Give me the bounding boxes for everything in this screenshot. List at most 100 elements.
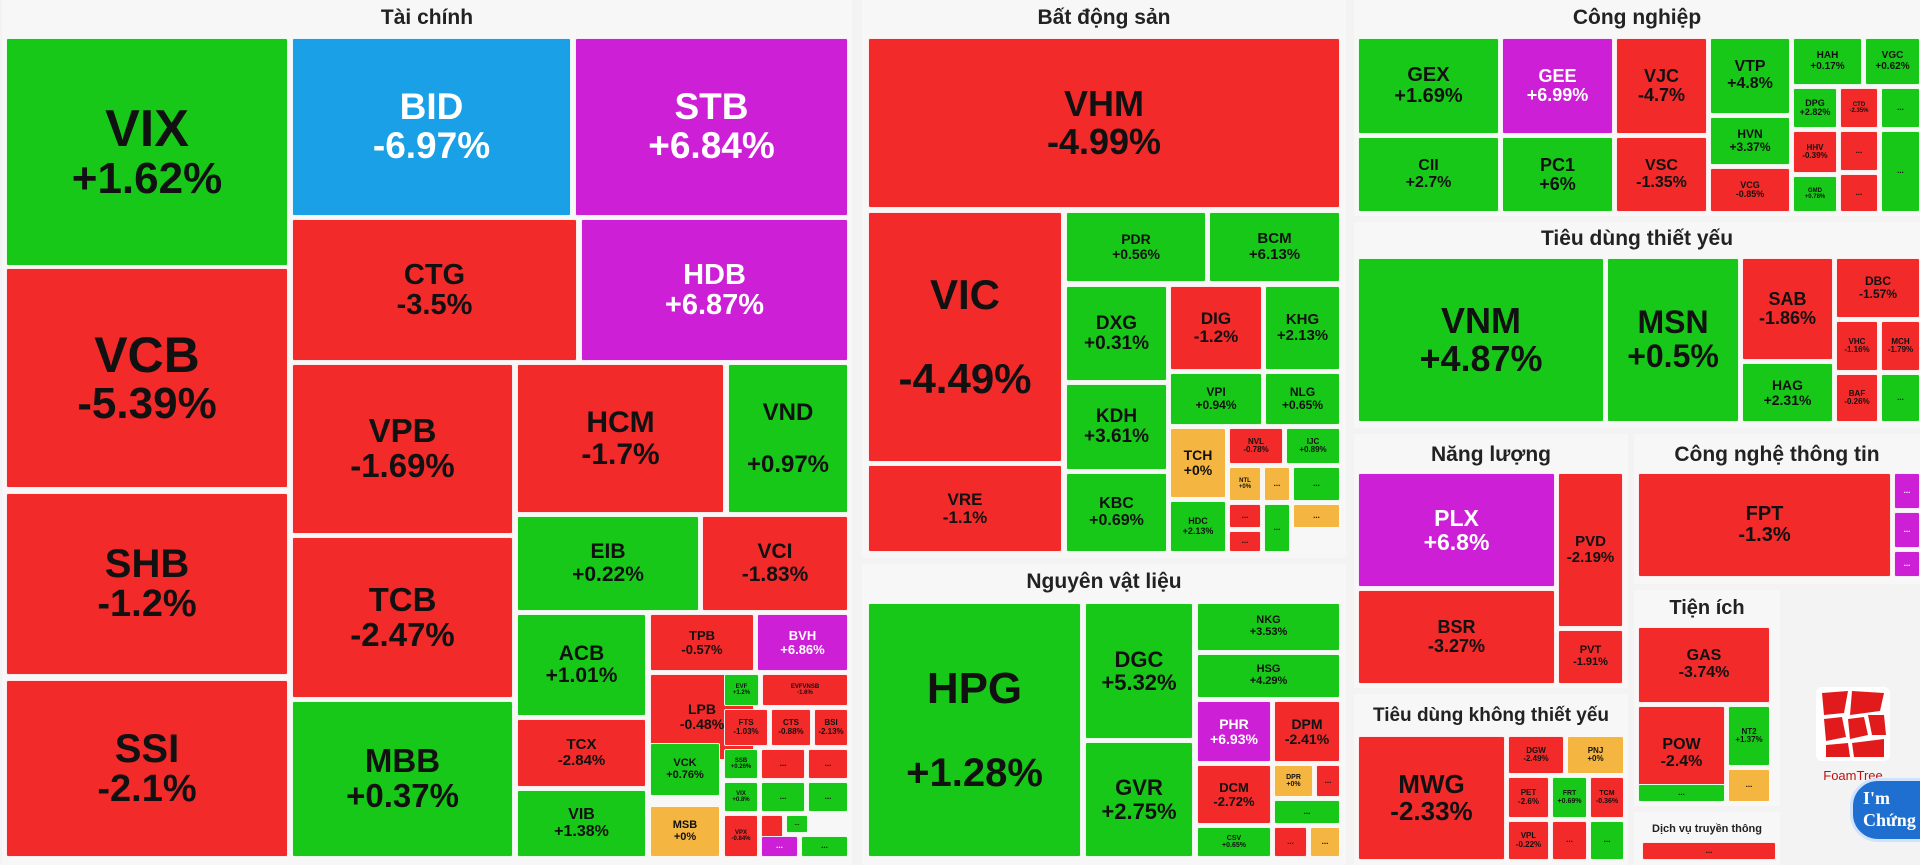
stock-tile[interactable]: PET -2.6%	[1508, 777, 1549, 818]
stock-tile[interactable]: SAB -1.86%	[1742, 258, 1833, 360]
stock-tile[interactable]: ...	[1310, 827, 1340, 857]
stock-tile[interactable]: ...	[1264, 504, 1290, 552]
stock-tile[interactable]: ...	[1840, 131, 1878, 171]
stock-tile[interactable]: CTS -0.88%	[771, 709, 811, 746]
stock-tile[interactable]: BVH +6.86%	[757, 614, 848, 671]
stock-tile[interactable]: SHB -1.2%	[6, 493, 288, 675]
stock-tile[interactable]: VCG -0.85%	[1710, 168, 1790, 212]
stock-tile[interactable]: VTP +4.8%	[1710, 38, 1790, 114]
stock-tile[interactable]: VPB -1.69%	[292, 364, 513, 534]
stock-tile[interactable]: DPG +2.82%	[1793, 88, 1837, 128]
stock-tile[interactable]: ...	[808, 782, 848, 812]
stock-tile[interactable]: BSI -2.13%	[814, 709, 848, 746]
stock-tile[interactable]: DCM -2.72%	[1197, 765, 1271, 824]
stock-tile[interactable]: GAS -3.74%	[1638, 627, 1770, 703]
stock-tile[interactable]: NT2 +1.37%	[1728, 706, 1770, 766]
stock-tile[interactable]: EVF +1.2%	[724, 674, 759, 706]
stock-tile[interactable]: EIB +0.22%	[517, 516, 699, 611]
stock-tile[interactable]: CTD -2.35%	[1840, 88, 1878, 128]
stock-tile[interactable]: VIC -4.49%	[868, 212, 1062, 462]
stock-tile[interactable]: NTL +0%	[1229, 467, 1261, 501]
stock-tile[interactable]: EVFVNSB -1.6%	[762, 674, 848, 706]
stock-tile[interactable]: ...	[1840, 174, 1878, 212]
stock-tile[interactable]: FTS -1.03%	[724, 709, 768, 746]
stock-tile[interactable]: MSN +0.5%	[1607, 258, 1739, 422]
stock-tile[interactable]: PVT -1.91%	[1558, 630, 1623, 684]
stock-tile[interactable]: BID -6.97%	[292, 38, 571, 216]
stock-tile[interactable]: MCH -1.79%	[1881, 321, 1920, 371]
stock-tile[interactable]: ...	[761, 749, 805, 779]
stock-tile[interactable]: HSG +4.29%	[1197, 654, 1340, 698]
stock-tile[interactable]: ...	[1552, 821, 1587, 860]
stock-tile[interactable]: VCI -1.83%	[702, 516, 848, 611]
stock-tile[interactable]: ACB +1.01%	[517, 614, 646, 716]
stock-tile[interactable]: DXG +0.31%	[1066, 286, 1167, 381]
stock-tile[interactable]: TPB -0.57%	[650, 614, 754, 671]
stock-tile[interactable]: GMD +0.78%	[1793, 176, 1837, 212]
stock-tile[interactable]: SSB +0.26%	[724, 749, 758, 779]
stock-tile[interactable]: ...	[1264, 467, 1290, 501]
stock-tile[interactable]: NVL -0.78%	[1229, 428, 1283, 464]
stock-tile[interactable]: DBC -1.57%	[1836, 258, 1920, 318]
stock-tile[interactable]: ...	[1229, 531, 1261, 552]
stock-tile[interactable]: NKG +3.53%	[1197, 603, 1340, 651]
stock-tile[interactable]: TCX -2.84%	[517, 719, 646, 787]
stock-tile[interactable]: KDH +3.61%	[1066, 384, 1167, 470]
stock-tile[interactable]: GEE +6.99%	[1502, 38, 1613, 134]
stock-tile[interactable]: TCM -0.36%	[1590, 777, 1624, 818]
stock-tile[interactable]: ...	[786, 815, 808, 833]
stock-tile[interactable]: VHC -1.16%	[1836, 321, 1878, 371]
stock-tile[interactable]: BSR -3.27%	[1358, 590, 1555, 684]
stock-tile[interactable]: ...	[1881, 88, 1920, 128]
stock-tile[interactable]: VCK +0.76%	[650, 743, 720, 796]
stock-tile[interactable]: VGC +0.62%	[1865, 38, 1920, 85]
stock-tile[interactable]: ...	[1642, 842, 1776, 860]
stock-tile[interactable]: CSV +0.65%	[1197, 827, 1271, 857]
stock-tile[interactable]: TCB -2.47%	[292, 537, 513, 698]
stock-tile[interactable]: HCM -1.7%	[517, 364, 724, 513]
stock-tile[interactable]: HDC +2.13%	[1170, 501, 1226, 552]
stock-tile[interactable]: DPM -2.41%	[1274, 701, 1340, 762]
stock-tile[interactable]: FPT -1.3%	[1638, 473, 1891, 577]
stock-tile[interactable]: PVD -2.19%	[1558, 473, 1623, 627]
stock-tile[interactable]: VRE -1.1%	[868, 465, 1062, 552]
stock-tile[interactable]: CTG -3.5%	[292, 219, 577, 361]
stock-tile[interactable]: ...	[1590, 821, 1624, 860]
stock-tile[interactable]: KBC +0.69%	[1066, 473, 1167, 552]
stock-tile[interactable]: PNJ +0%	[1567, 736, 1624, 774]
stock-tile[interactable]: HPG +1.28%	[868, 603, 1081, 857]
stock-tile[interactable]: ...	[1728, 769, 1770, 802]
stock-tile[interactable]: ...	[1894, 512, 1920, 548]
stock-tile[interactable]: ...	[761, 782, 805, 812]
stock-tile[interactable]: VHM -4.99%	[868, 38, 1340, 208]
stock-tile[interactable]: VPX -0.84%	[724, 815, 758, 857]
stock-tile[interactable]: ...	[1881, 131, 1920, 212]
stock-tile[interactable]: KHG +2.13%	[1265, 286, 1340, 370]
stock-tile[interactable]: PHR +6.93%	[1197, 701, 1271, 762]
stock-tile[interactable]: VPL -0.22%	[1508, 821, 1549, 860]
stock-tile[interactable]: MWG -2.33%	[1358, 736, 1505, 860]
stock-tile[interactable]: ...	[1274, 800, 1340, 824]
stock-tile[interactable]: HDB +6.87%	[581, 219, 848, 361]
stock-tile[interactable]: ...	[1274, 827, 1307, 857]
stock-tile[interactable]: STB +6.84%	[575, 38, 848, 216]
stock-tile[interactable]: HHV -0.39%	[1793, 131, 1837, 173]
stock-tile[interactable]: ...	[1293, 504, 1340, 528]
stock-tile[interactable]: IJC +0.89%	[1286, 428, 1340, 464]
stock-tile[interactable]: PDR +0.56%	[1066, 212, 1206, 282]
stock-tile[interactable]: VIX +0.8%	[724, 782, 758, 812]
stock-tile[interactable]: PLX +6.8%	[1358, 473, 1555, 587]
stock-tile[interactable]: MSB +0%	[650, 806, 720, 857]
stock-tile[interactable]: VPI +0.94%	[1170, 373, 1262, 425]
stock-tile[interactable]: VND +0.97%	[728, 364, 848, 513]
stock-tile[interactable]: DIG -1.2%	[1170, 286, 1262, 370]
stock-tile[interactable]: HVN +3.37%	[1710, 117, 1790, 165]
stock-tile[interactable]: HAG +2.31%	[1742, 363, 1833, 422]
stock-tile[interactable]: SSI -2.1%	[6, 680, 288, 857]
stock-tile[interactable]: ...	[1293, 467, 1340, 501]
stock-tile[interactable]: VIX +1.62%	[6, 38, 288, 266]
stock-tile[interactable]: PC1 +6%	[1502, 137, 1613, 212]
stock-tile[interactable]: DPR +0%	[1274, 765, 1313, 797]
stock-tile[interactable]: VCB -5.39%	[6, 268, 288, 488]
stock-tile[interactable]: ...	[801, 836, 848, 857]
